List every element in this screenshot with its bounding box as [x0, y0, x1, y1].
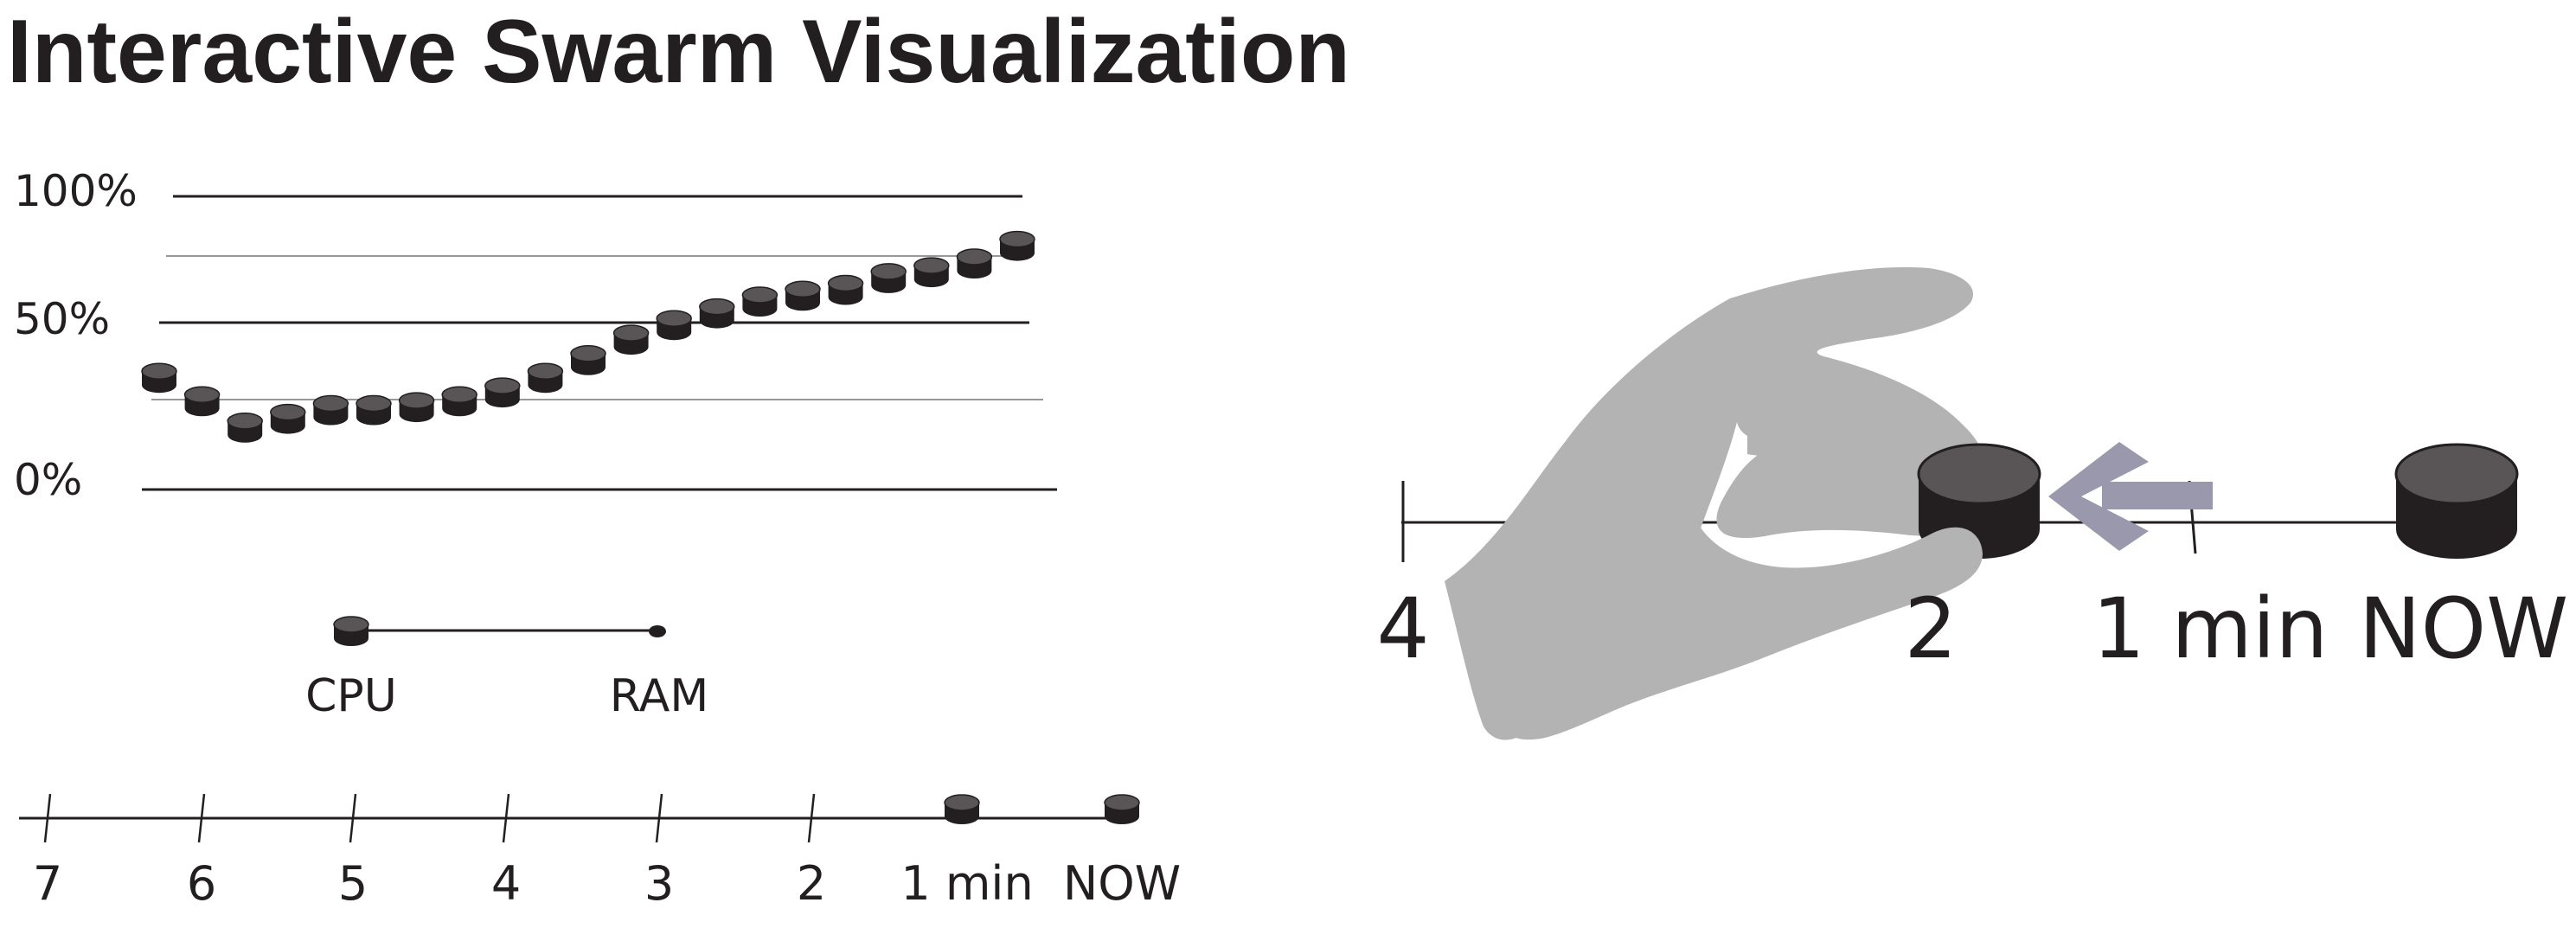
zoom-tick-label: 1 min	[2092, 580, 2329, 677]
y-tick-label: 0%	[14, 455, 82, 505]
swarm-point[interactable]	[141, 362, 177, 394]
timeline-tick-label: 6	[187, 856, 216, 911]
timeline-tick-label: 7	[33, 856, 62, 911]
timeline-tick-label: 5	[338, 856, 368, 911]
zoom-tick-label: 4	[1376, 580, 1429, 677]
swarm-point[interactable]	[913, 257, 950, 288]
zoom-disc-now-icon[interactable]	[2394, 443, 2519, 559]
zoom-disc-grabbed-icon[interactable]	[1917, 443, 2041, 559]
swarm-point[interactable]	[870, 263, 907, 294]
timeline-disc-icon[interactable]	[944, 794, 980, 825]
figure-title: Interactive Swarm Visualization	[7, 2, 1350, 102]
hand-thumb-icon	[1501, 519, 1983, 740]
legend-label-cpu: CPU	[305, 670, 397, 722]
y-tick-label: 100%	[14, 166, 138, 216]
timeline-disc-icon[interactable]	[1104, 794, 1140, 825]
swarm-point[interactable]	[612, 324, 650, 355]
timeline-tick	[197, 793, 206, 843]
zoom-tick-label: 2	[1904, 580, 1957, 677]
swarm-point[interactable]	[699, 298, 735, 330]
legend-label-ram: RAM	[610, 670, 708, 722]
swarm-point[interactable]	[356, 394, 392, 426]
swarm-point[interactable]	[227, 413, 263, 444]
timeline-tick-label: 4	[491, 856, 521, 911]
swarm-point[interactable]	[999, 230, 1035, 262]
swarm-point[interactable]	[398, 392, 435, 423]
swarm-point[interactable]	[183, 386, 221, 418]
swarm-point[interactable]	[527, 362, 564, 394]
timeline-tick-label: 1 min	[900, 856, 1033, 911]
swarm-point[interactable]	[785, 280, 821, 312]
timeline-tick-label: NOW	[1063, 856, 1181, 911]
arrow-left-icon	[2048, 442, 2213, 551]
swarm-point[interactable]	[827, 274, 864, 306]
swarm-point[interactable]	[956, 248, 993, 279]
chart-grid	[142, 195, 1057, 491]
timeline-ticks: 7 6 5 4 3 2 1 min NOW	[33, 793, 1181, 911]
timeline-tick	[43, 793, 52, 843]
swarm-point[interactable]	[656, 310, 692, 341]
zoom-panel: 4 2 1 min NOW	[1376, 267, 2568, 740]
swarm-point[interactable]	[570, 345, 606, 376]
timeline-tick	[502, 793, 510, 843]
legend: CPU RAM	[305, 616, 708, 722]
timeline-tick-label: 2	[797, 856, 826, 911]
swarm-point[interactable]	[441, 386, 477, 418]
swarm-point[interactable]	[484, 377, 521, 408]
timeline: 7 6 5 4 3 2 1 min NOW	[19, 793, 1181, 911]
timeline-tick	[807, 793, 816, 843]
swarm-chart: 100% 50% 0%	[14, 166, 1057, 505]
timeline-tick	[655, 793, 663, 843]
cpu-disc-icon	[333, 616, 369, 647]
ram-dot-icon	[649, 625, 666, 637]
swarm-points	[141, 230, 1035, 444]
timeline-tick	[349, 793, 357, 843]
swarm-point[interactable]	[270, 403, 306, 435]
swarm-point[interactable]	[741, 286, 779, 317]
timeline-tick-label: 3	[644, 856, 674, 911]
y-tick-label: 50%	[14, 294, 110, 344]
zoom-tick-label: NOW	[2359, 580, 2568, 677]
hand-grab-icon[interactable]	[1445, 267, 1990, 740]
swarm-point[interactable]	[312, 394, 349, 426]
